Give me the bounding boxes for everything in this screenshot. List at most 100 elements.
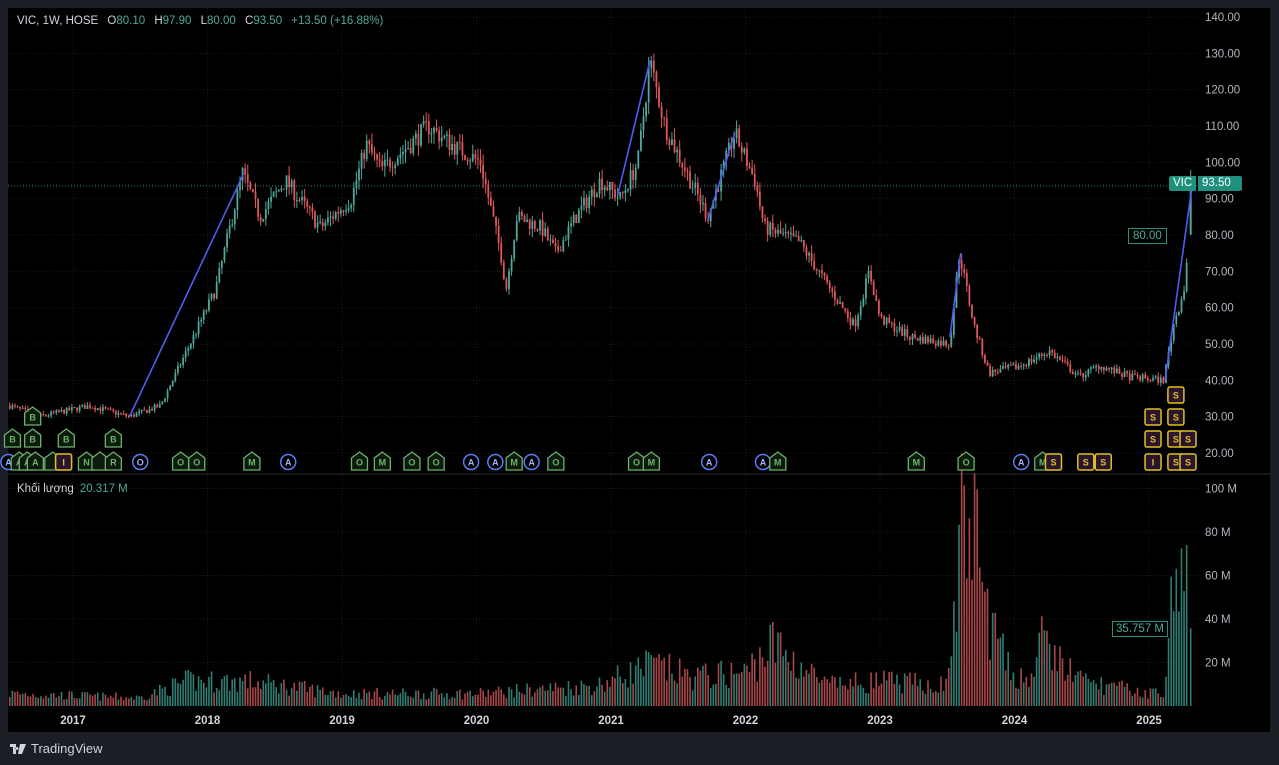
event-marker-o[interactable]: O [957,451,975,471]
marker-house-icon [3,428,22,448]
marker-letter: S [1150,413,1156,423]
event-marker-a[interactable]: A [1012,453,1030,471]
event-marker-s[interactable]: S [1144,430,1162,448]
event-marker-s[interactable]: S [1144,408,1162,426]
event-marker-o[interactable]: O [403,451,421,471]
event-marker-o[interactable]: O [132,453,149,471]
marker-letter: O [177,458,184,468]
volume-bar [99,700,102,706]
candle [301,196,303,201]
event-marker-i[interactable]: I [1144,453,1162,471]
candle [929,338,932,343]
candle [1084,375,1087,378]
event-marker-s[interactable]: S [1167,386,1185,404]
event-marker-b[interactable]: B [104,428,122,448]
event-marker-s[interactable]: S [1094,453,1113,471]
volume-bar [546,690,549,706]
volume-bar [221,679,223,706]
candle [515,220,518,241]
candle [91,407,94,409]
volume-bar [306,691,309,706]
volume-bar [960,453,963,706]
candle [45,414,47,416]
event-marker-o[interactable]: O [627,451,646,471]
candle [984,355,986,363]
event-marker-m[interactable]: M [505,451,523,471]
event-marker-i[interactable]: I [54,453,73,471]
volume-bar [769,624,772,706]
volume-bar [922,690,924,706]
event-marker-s[interactable]: S [1077,453,1095,471]
tradingview-logo[interactable]: TradingView [10,741,103,756]
volume-bar [1105,684,1108,706]
volume-bar [42,698,45,706]
candle [1159,377,1162,383]
event-marker-s[interactable]: S [1044,453,1063,471]
candle [539,220,541,231]
chart-panel[interactable] [8,8,1270,732]
event-marker-a[interactable]: A [523,453,540,471]
volume-bar [1074,675,1077,706]
candle [492,205,495,217]
candle [264,208,267,220]
volume-bar [1162,697,1165,706]
volume-bar [1048,643,1051,706]
volume-bar [29,696,32,706]
event-marker-s[interactable]: S [1179,430,1197,448]
event-marker-a[interactable]: A [26,451,44,471]
event-marker-b[interactable]: B [24,406,42,426]
candle [220,260,223,268]
volume-label[interactable]: Khối lượng [17,483,74,495]
volume-bar [678,658,681,706]
candle [598,178,601,194]
event-marker-o[interactable]: O [171,451,190,471]
event-marker-m[interactable]: M [642,451,660,471]
event-marker-a[interactable]: A [462,453,480,471]
volume-bar [65,698,68,706]
volume-bar [681,676,684,706]
symbol[interactable]: VIC [17,15,37,27]
event-marker-a[interactable]: A [487,453,504,471]
candle [800,240,803,242]
volume-bar [355,698,358,706]
volume-bar [976,489,978,706]
event-marker-b[interactable]: B [3,428,22,448]
candle [347,207,350,211]
event-marker-b[interactable]: B [24,428,42,448]
event-marker-o[interactable]: O [547,451,565,471]
marker-square-icon [1167,408,1185,426]
event-marker-a[interactable]: A [754,453,772,471]
event-marker-m[interactable]: M [907,451,925,471]
candle [311,207,314,212]
volume-bar [389,694,391,706]
event-marker-a[interactable]: A [279,453,297,471]
candle [19,406,22,409]
event-marker-m[interactable]: M [243,451,261,471]
event-marker-s[interactable]: S [1167,408,1185,426]
volume-bar [562,687,565,706]
event-marker-m[interactable]: M [373,451,391,471]
marker-letter: A [528,458,535,468]
candle [1043,354,1046,356]
volume-bar [151,694,153,706]
candle [65,407,68,414]
price-tick-label: 20.00 [1205,448,1234,460]
event-marker-r[interactable]: R [104,451,122,471]
volume-bar [1035,657,1038,706]
price-tick-label: 80.00 [1205,230,1234,242]
volume-bar [627,687,629,706]
volume-bar [466,691,469,706]
event-marker-o[interactable]: O [188,451,206,471]
event-marker-a[interactable]: A [700,453,718,471]
candle [456,141,459,155]
event-marker-s[interactable]: S [1179,453,1197,471]
volume-bar [171,678,174,706]
candle [828,282,831,289]
event-marker-o[interactable]: O [427,451,445,471]
candle [1162,377,1165,384]
event-marker-m[interactable]: M [769,451,787,471]
candle [489,197,492,206]
event-marker-b[interactable]: B [57,428,75,448]
event-marker-o[interactable]: O [350,451,369,471]
